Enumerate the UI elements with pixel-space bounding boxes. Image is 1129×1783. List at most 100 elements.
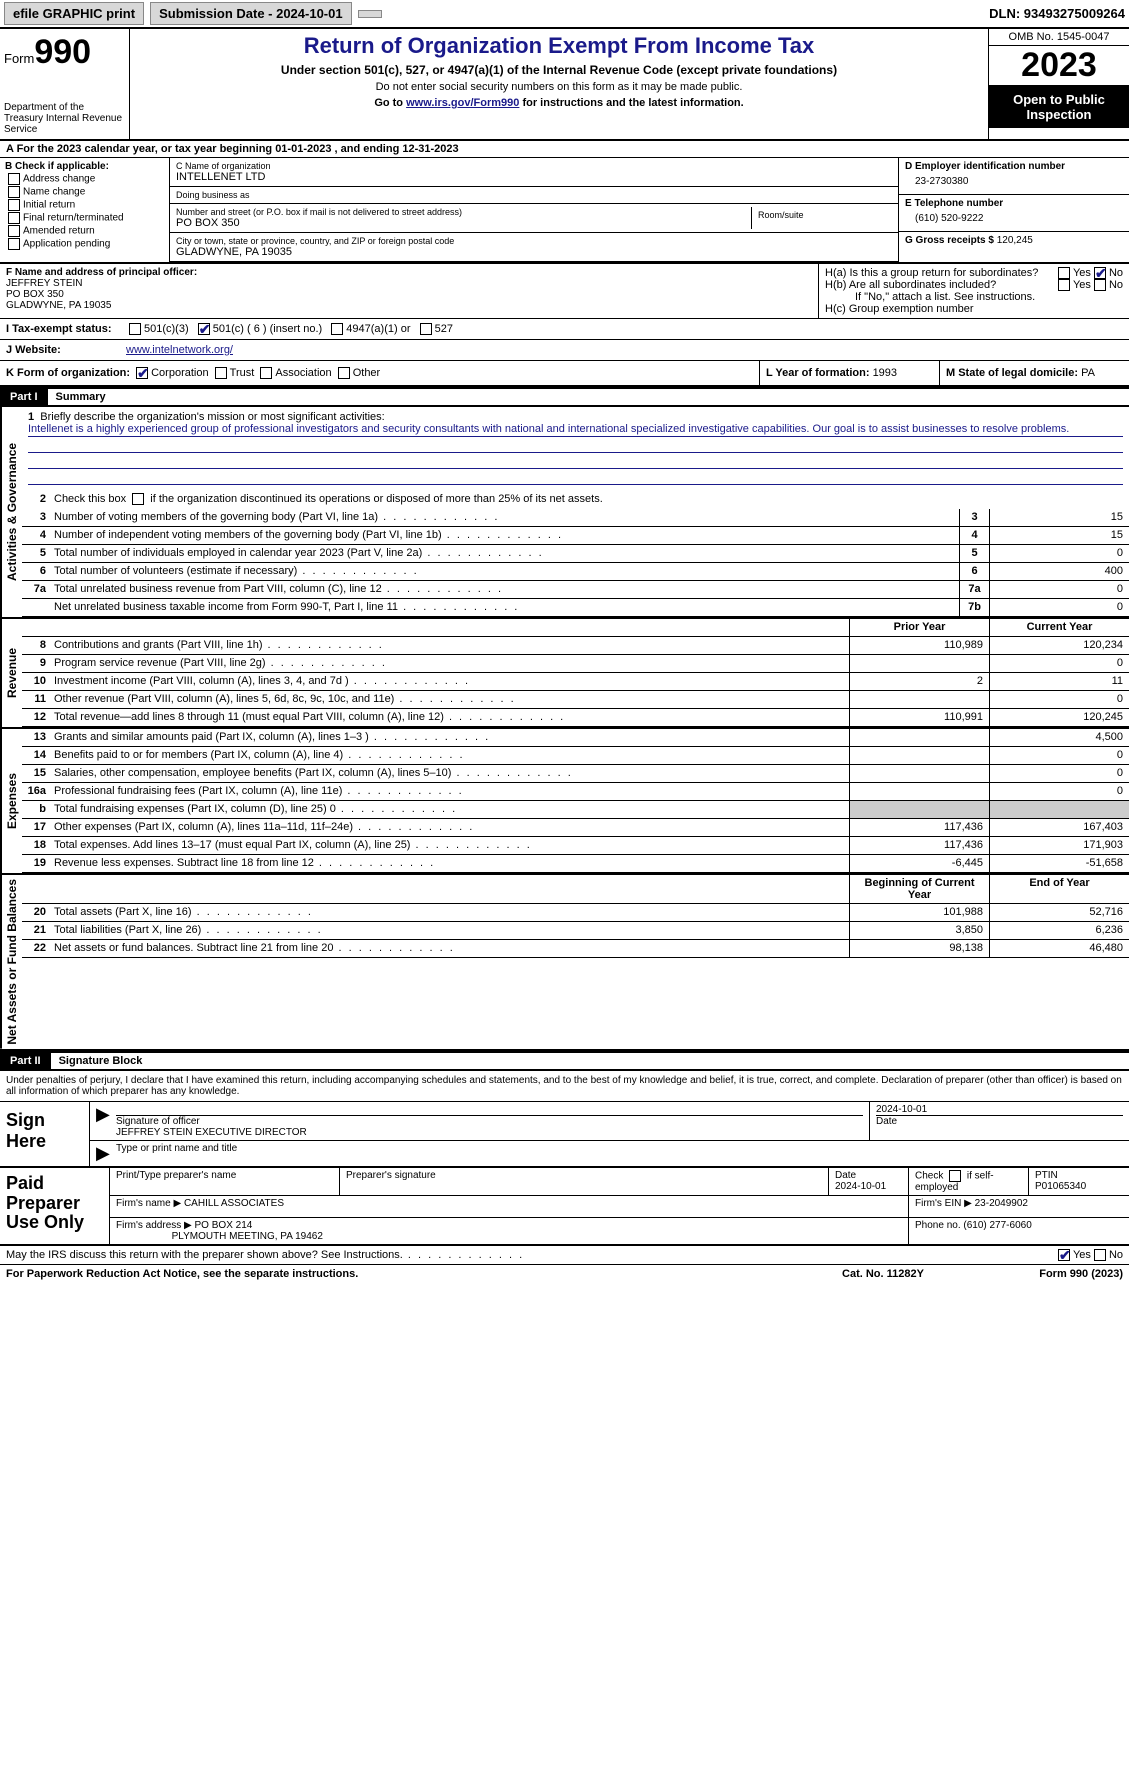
part-i-num: Part I [0,389,48,405]
dba-cell: Doing business as [170,187,898,204]
tel-value: (610) 520-9222 [905,209,1123,228]
l-value: 1993 [873,367,897,379]
discuss-yes[interactable] [1058,1249,1070,1261]
ptin-value: P01065340 [1035,1181,1086,1192]
q2-post: if the organization discontinued its ope… [147,493,603,505]
chk-corp[interactable] [136,367,148,379]
firm-name-label: Firm's name [116,1198,173,1209]
box-d: D Employer identification number 23-2730… [899,158,1129,262]
firm-phone-label: Phone no. [915,1220,963,1231]
firm-addr-label: Firm's address [116,1220,184,1231]
box-h: H(a) Is this a group return for subordin… [819,264,1129,318]
chk-discontinued[interactable] [132,493,144,505]
summary-row: 22Net assets or fund balances. Subtract … [22,940,1129,958]
hdr-current: Current Year [989,619,1129,636]
officer-label: F Name and address of principal officer: [6,267,812,278]
summary-row: 20Total assets (Part X, line 16)101,9885… [22,904,1129,922]
chk-other[interactable] [338,367,350,379]
chk-initial-return[interactable]: Initial return [5,199,164,211]
discuss-row: May the IRS discuss this return with the… [0,1246,1129,1265]
irs-link[interactable]: www.irs.gov/Form990 [406,97,519,109]
chk-address-change[interactable]: Address change [5,173,164,185]
ha-label: H(a) Is this a group return for subordin… [825,267,1055,279]
paid-preparer-label: Paid Preparer Use Only [0,1168,110,1244]
efile-button[interactable]: efile GRAPHIC print [4,2,144,25]
vlabel-expenses: Expenses [0,729,22,873]
open-inspection: Open to Public Inspection [989,86,1129,128]
ha-no[interactable] [1094,267,1106,279]
chk-final-return[interactable]: Final return/terminated [5,212,164,224]
officer-row: F Name and address of principal officer:… [0,264,1129,319]
mission-blank1 [28,439,1123,453]
firm-addr2: PLYMOUTH MEETING, PA 19462 [172,1231,323,1242]
prep-name-label: Print/Type preparer's name [110,1168,340,1195]
omb-number: OMB No. 1545-0047 [989,29,1129,46]
prep-row2: Firm's name ▶ CAHILL ASSOCIATES Firm's E… [110,1196,1129,1218]
summary-row: 10Investment income (Part VIII, column (… [22,673,1129,691]
ein-value: 23-2730380 [905,172,1123,191]
ha-yes[interactable] [1058,267,1070,279]
sig-arrow2: ▶ [90,1141,110,1166]
gross-label: G Gross receipts $ [905,235,994,246]
city-value: GLADWYNE, PA 19035 [176,246,892,258]
firm-addr1: PO BOX 214 [195,1220,253,1231]
summary-row: Net unrelated business taxable income fr… [22,599,1129,617]
form-label: Form [4,51,34,66]
hc-label: H(c) Group exemption number [825,303,1123,315]
summary-row: 21Total liabilities (Part X, line 26)3,8… [22,922,1129,940]
cat-no: Cat. No. 11282Y [803,1268,963,1280]
box-b: B Check if applicable: Address change Na… [0,158,170,262]
summary-row: 18Total expenses. Add lines 13–17 (must … [22,837,1129,855]
m-label: M State of legal domicile: [946,367,1081,379]
officer-name: JEFFREY STEIN [6,278,812,289]
summary-row: 12Total revenue—add lines 8 through 11 (… [22,709,1129,727]
q2-pre: Check this box [54,493,129,505]
vlabel-activities: Activities & Governance [0,407,22,617]
chk-app-pending[interactable]: Application pending [5,238,164,250]
sign-here-label: Sign Here [0,1102,90,1166]
form-org-row: K Form of organization: Corporation Trus… [0,361,1129,387]
box-c: C Name of organization INTELLENET LTD Do… [170,158,899,262]
summary-row: 3Number of voting members of the governi… [22,509,1129,527]
blank-button[interactable] [358,10,382,18]
sig-arrow1: ▶ [90,1102,110,1140]
revenue-section: Revenue Prior Year Current Year 8Contrib… [0,619,1129,729]
gross-cell: G Gross receipts $ 120,245 [899,232,1129,249]
chk-501c[interactable] [198,323,210,335]
summary-row: 9Program service revenue (Part VIII, lin… [22,655,1129,673]
chk-assoc[interactable] [260,367,272,379]
rev-header-row: Prior Year Current Year [22,619,1129,637]
prep-row3: Firm's address ▶ PO BOX 214 PLYMOUTH MEE… [110,1218,1129,1244]
org-name: INTELLENET LTD [176,171,892,183]
summary-row: 13Grants and similar amounts paid (Part … [22,729,1129,747]
summary-row: bTotal fundraising expenses (Part IX, co… [22,801,1129,819]
chk-amended[interactable]: Amended return [5,225,164,237]
chk-4947[interactable] [331,323,343,335]
submission-button[interactable]: Submission Date - 2024-10-01 [150,2,352,25]
chk-self-employed[interactable] [949,1170,961,1182]
website-link[interactable]: www.intelnetwork.org/ [126,344,233,356]
preparer-grid: Paid Preparer Use Only Print/Type prepar… [0,1168,1129,1246]
hb-no[interactable] [1094,279,1106,291]
summary-row: 14Benefits paid to or for members (Part … [22,747,1129,765]
m-value: PA [1081,367,1095,379]
discuss-no[interactable] [1094,1249,1106,1261]
form-header: Form990 Department of the Treasury Inter… [0,29,1129,141]
hb-yes[interactable] [1058,279,1070,291]
website-label: J Website: [0,340,120,360]
paperwork-notice: For Paperwork Reduction Act Notice, see … [6,1268,803,1280]
firm-ein: 23-2049902 [975,1198,1028,1209]
chk-name-change[interactable]: Name change [5,186,164,198]
tel-label: E Telephone number [905,198,1123,209]
sign-here-grid: Sign Here ▶ Signature of officer JEFFREY… [0,1101,1129,1168]
chk-trust[interactable] [215,367,227,379]
sig-officer-label: Signature of officer [116,1116,863,1127]
sig-date: 2024-10-01 [876,1104,1123,1115]
footer-row: For Paperwork Reduction Act Notice, see … [0,1265,1129,1283]
goto-post: for instructions and the latest informat… [519,97,743,109]
chk-527[interactable] [420,323,432,335]
form-title: Return of Organization Exempt From Incom… [138,33,980,59]
summary-row: 8Contributions and grants (Part VIII, li… [22,637,1129,655]
dln-text: DLN: 93493275009264 [989,6,1125,21]
chk-501c3[interactable] [129,323,141,335]
